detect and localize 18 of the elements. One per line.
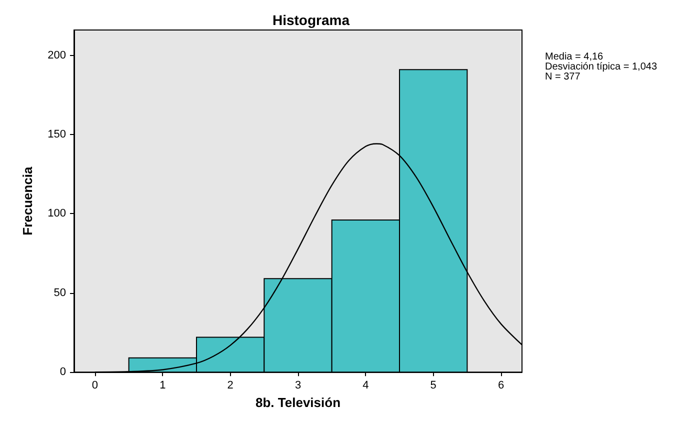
x-tick-label: 1 [160, 380, 166, 392]
x-tick-label: 4 [362, 380, 369, 392]
y-tick-label: 0 [60, 366, 66, 378]
y-tick-label: 200 [48, 49, 66, 62]
x-tick-label: 3 [294, 380, 302, 392]
y-tick-label: 50 [54, 286, 66, 299]
text: Desviación típica = 1,043 [545, 62, 658, 72]
x-tick-label: 6 [498, 380, 504, 392]
x-tick-label: 0 [92, 380, 98, 392]
x-tick-label: 5 [430, 380, 436, 392]
y-tick-label: 150 [48, 128, 66, 141]
y-axis-title: Frecuencia [20, 166, 35, 236]
y-tick-label: 100 [48, 208, 66, 220]
x-tick-label: 2 [227, 380, 234, 392]
x-axis-title: 8b. Televisión [255, 395, 341, 410]
text: N = 377 [545, 72, 581, 82]
text: Media = 4,16 [545, 52, 604, 62]
chart-title: Histograma [272, 12, 350, 28]
